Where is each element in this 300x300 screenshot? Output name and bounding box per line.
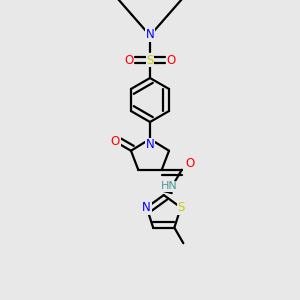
Text: HN: HN xyxy=(160,181,177,191)
Text: O: O xyxy=(185,157,194,170)
Text: O: O xyxy=(167,53,176,67)
Text: S: S xyxy=(177,201,184,214)
Text: N: N xyxy=(146,28,154,41)
Text: N: N xyxy=(142,201,151,214)
Text: S: S xyxy=(146,53,154,67)
Text: O: O xyxy=(111,135,120,148)
Text: O: O xyxy=(124,53,134,67)
Text: N: N xyxy=(146,139,154,152)
